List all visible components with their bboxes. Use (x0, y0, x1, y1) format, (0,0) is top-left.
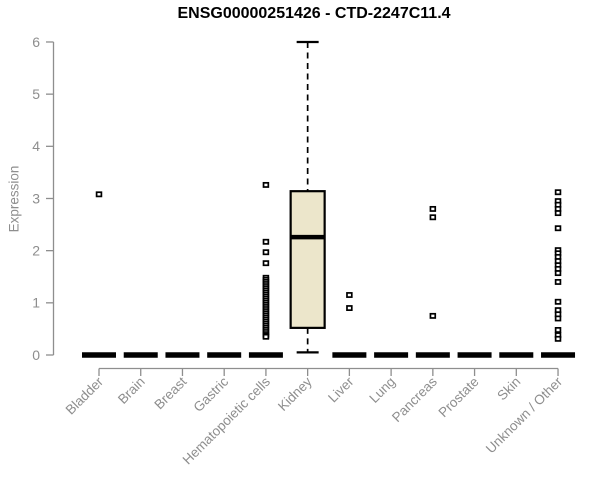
box-kidney (289, 190, 326, 329)
x-tick-label: Lung (366, 374, 398, 406)
outlier-point (554, 327, 562, 333)
collapsed-box-liver (332, 352, 367, 358)
collapsed-box-skin (499, 352, 534, 358)
outlier-point (554, 189, 562, 196)
collapsed-box-breast (165, 352, 200, 358)
outlier-point (554, 270, 562, 277)
x-tick-label: Kidney (275, 374, 315, 414)
collapsed-box-gastric (207, 352, 242, 358)
collapsed-box-unknown-other (541, 352, 576, 358)
outlier-point (429, 312, 437, 319)
x-tick-label: Prostate (436, 374, 482, 420)
y-tick-label: 3 (32, 190, 40, 206)
outlier-point (554, 298, 562, 305)
y-tick-label: 5 (32, 86, 40, 102)
y-tick-label: 0 (32, 347, 40, 363)
outlier-point (429, 205, 437, 212)
outlier-point (346, 305, 353, 311)
x-tick-label: Skin (494, 374, 523, 403)
outlier-point (262, 260, 270, 267)
outlier-point (554, 335, 562, 342)
chart-title: ENSG00000251426 - CTD-2247C11.4 (177, 5, 451, 22)
collapsed-box-lung (374, 352, 409, 358)
outlier-point (554, 315, 562, 322)
outlier-point (346, 292, 353, 298)
collapsed-box-prostate (457, 352, 492, 358)
y-tick-label: 2 (32, 242, 40, 258)
outlier-point (95, 191, 103, 198)
x-tick-label: Breast (151, 374, 189, 412)
y-tick-label: 1 (32, 295, 40, 311)
outlier-point (262, 238, 270, 245)
y-tick-label: 4 (32, 138, 40, 154)
x-tick-label: Bladder (63, 374, 107, 418)
x-tick-label: Pancreas (389, 374, 440, 425)
outlier-point (262, 249, 270, 256)
outlier-point (429, 214, 437, 221)
y-tick-label: 6 (32, 34, 40, 50)
collapsed-box-pancreas (415, 352, 450, 358)
x-tick-label: Gastric (190, 374, 231, 415)
x-tick-label: Unknown / Other (483, 374, 566, 457)
outlier-point (554, 279, 562, 285)
collapsed-box-hematopoietic-cells (248, 352, 283, 358)
x-tick-label: Brain (115, 374, 148, 407)
outlier-point (262, 181, 270, 188)
outlier-point (554, 225, 562, 232)
x-tick-label: Liver (325, 374, 357, 406)
outlier-point (554, 210, 562, 217)
outlier-point (262, 333, 270, 340)
collapsed-box-bladder (82, 352, 116, 358)
collapsed-box-brain (123, 352, 158, 358)
